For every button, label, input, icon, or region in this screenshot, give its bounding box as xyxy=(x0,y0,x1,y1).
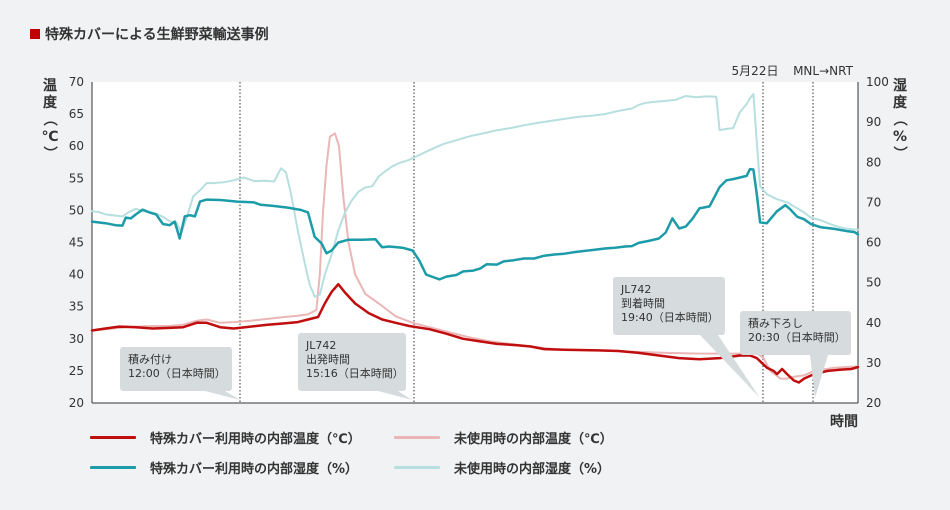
right-tick-label: 40 xyxy=(866,316,881,330)
right-tick-label: 50 xyxy=(866,276,881,290)
left-tick-label: 20 xyxy=(69,396,84,410)
callout-text: 12:00（日本時間） xyxy=(128,366,226,380)
legend-label-unused-temp: 未使用時の内部温度（℃） xyxy=(454,432,613,447)
x-axis-label: 時間 xyxy=(830,413,858,430)
left-axis-label: ） xyxy=(41,146,57,160)
route-label: MNL→NRT xyxy=(793,64,854,78)
right-axis-label: 湿 xyxy=(893,78,907,94)
right-axis-label: % xyxy=(893,129,907,145)
left-tick-label: 55 xyxy=(69,171,84,185)
callout-pointer xyxy=(700,335,760,398)
left-tick-label: 65 xyxy=(69,107,84,121)
date-label: 5月22日 xyxy=(732,64,779,78)
left-tick-label: 40 xyxy=(69,268,84,282)
callout-text: 20:30（日本時間） xyxy=(748,330,846,344)
callout-box xyxy=(740,311,851,355)
callout-box xyxy=(613,277,725,335)
legend-item-special-temp: 特殊カバー利用時の内部温度（℃） xyxy=(90,428,361,447)
right-tick-label: 70 xyxy=(866,195,881,209)
series-line-3 xyxy=(91,93,859,298)
callout-text: JL742 xyxy=(305,339,336,352)
left-axis-label: 温 xyxy=(43,78,57,94)
left-tick-label: 25 xyxy=(69,364,84,378)
legend-label-special-hum: 特殊カバー利用時の内部湿度（%） xyxy=(150,462,359,477)
legend-label-special-temp: 特殊カバー利用時の内部温度（℃） xyxy=(150,432,361,447)
right-tick-label: 100 xyxy=(866,75,889,89)
legend-item-special-hum: 特殊カバー利用時の内部湿度（%） xyxy=(90,458,358,477)
right-axis-label: ） xyxy=(891,146,907,160)
left-tick-label: 35 xyxy=(69,300,84,314)
left-tick-label: 45 xyxy=(69,236,84,250)
right-tick-label: 90 xyxy=(866,115,881,129)
callout-text: 到着時間 xyxy=(621,296,665,310)
series-line-2 xyxy=(90,167,860,281)
callout-text: 19:40（日本時間） xyxy=(621,310,719,324)
callout-text: 積み下ろし xyxy=(748,316,803,330)
chart-title-text: 特殊カバーによる生鮮野菜輸送事例 xyxy=(45,27,269,43)
right-axis-label: 度 xyxy=(893,94,908,111)
legend-item-unused-hum: 未使用時の内部湿度（%） xyxy=(394,458,610,477)
legend-line-special-temp xyxy=(90,436,136,439)
left-tick-label: 60 xyxy=(69,139,84,153)
left-axis-label: ℃ xyxy=(42,129,59,145)
callout-text: 出発時間 xyxy=(306,352,350,366)
legend-line-special-hum xyxy=(90,466,136,469)
legend-line-unused-hum xyxy=(394,466,440,469)
title-square-icon xyxy=(30,29,40,39)
legend-line-unused-temp xyxy=(394,436,440,439)
left-tick-label: 70 xyxy=(69,75,84,89)
callout-text: 積み付け xyxy=(128,352,172,366)
callout-box xyxy=(120,347,232,391)
right-tick-label: 60 xyxy=(866,236,881,250)
left-tick-label: 30 xyxy=(69,332,84,346)
callout-pointer xyxy=(205,391,240,400)
left-axis-label: 度 xyxy=(43,94,58,111)
callout-text: 15:16（日本時間） xyxy=(306,366,404,380)
right-tick-label: 20 xyxy=(866,396,881,410)
right-tick-label: 80 xyxy=(866,155,881,169)
callout-box xyxy=(298,333,406,391)
series-line-0 xyxy=(90,282,860,384)
legend-item-unused-temp: 未使用時の内部温度（℃） xyxy=(394,428,613,447)
chart-title: 特殊カバーによる生鮮野菜輸送事例 xyxy=(30,24,269,44)
callout-pointer xyxy=(810,355,828,398)
left-axis-label: （ xyxy=(41,112,57,126)
right-tick-label: 30 xyxy=(866,356,881,370)
callout-pointer xyxy=(378,391,412,400)
left-tick-label: 50 xyxy=(69,203,84,217)
callout-text: JL742 xyxy=(620,283,651,296)
legend-label-unused-hum: 未使用時の内部湿度（%） xyxy=(454,462,611,477)
right-axis-label: （ xyxy=(891,112,907,126)
